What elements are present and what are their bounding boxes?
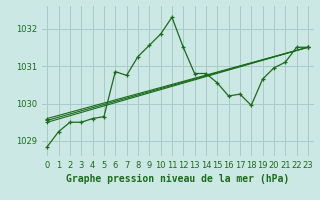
X-axis label: Graphe pression niveau de la mer (hPa): Graphe pression niveau de la mer (hPa) xyxy=(66,174,289,184)
